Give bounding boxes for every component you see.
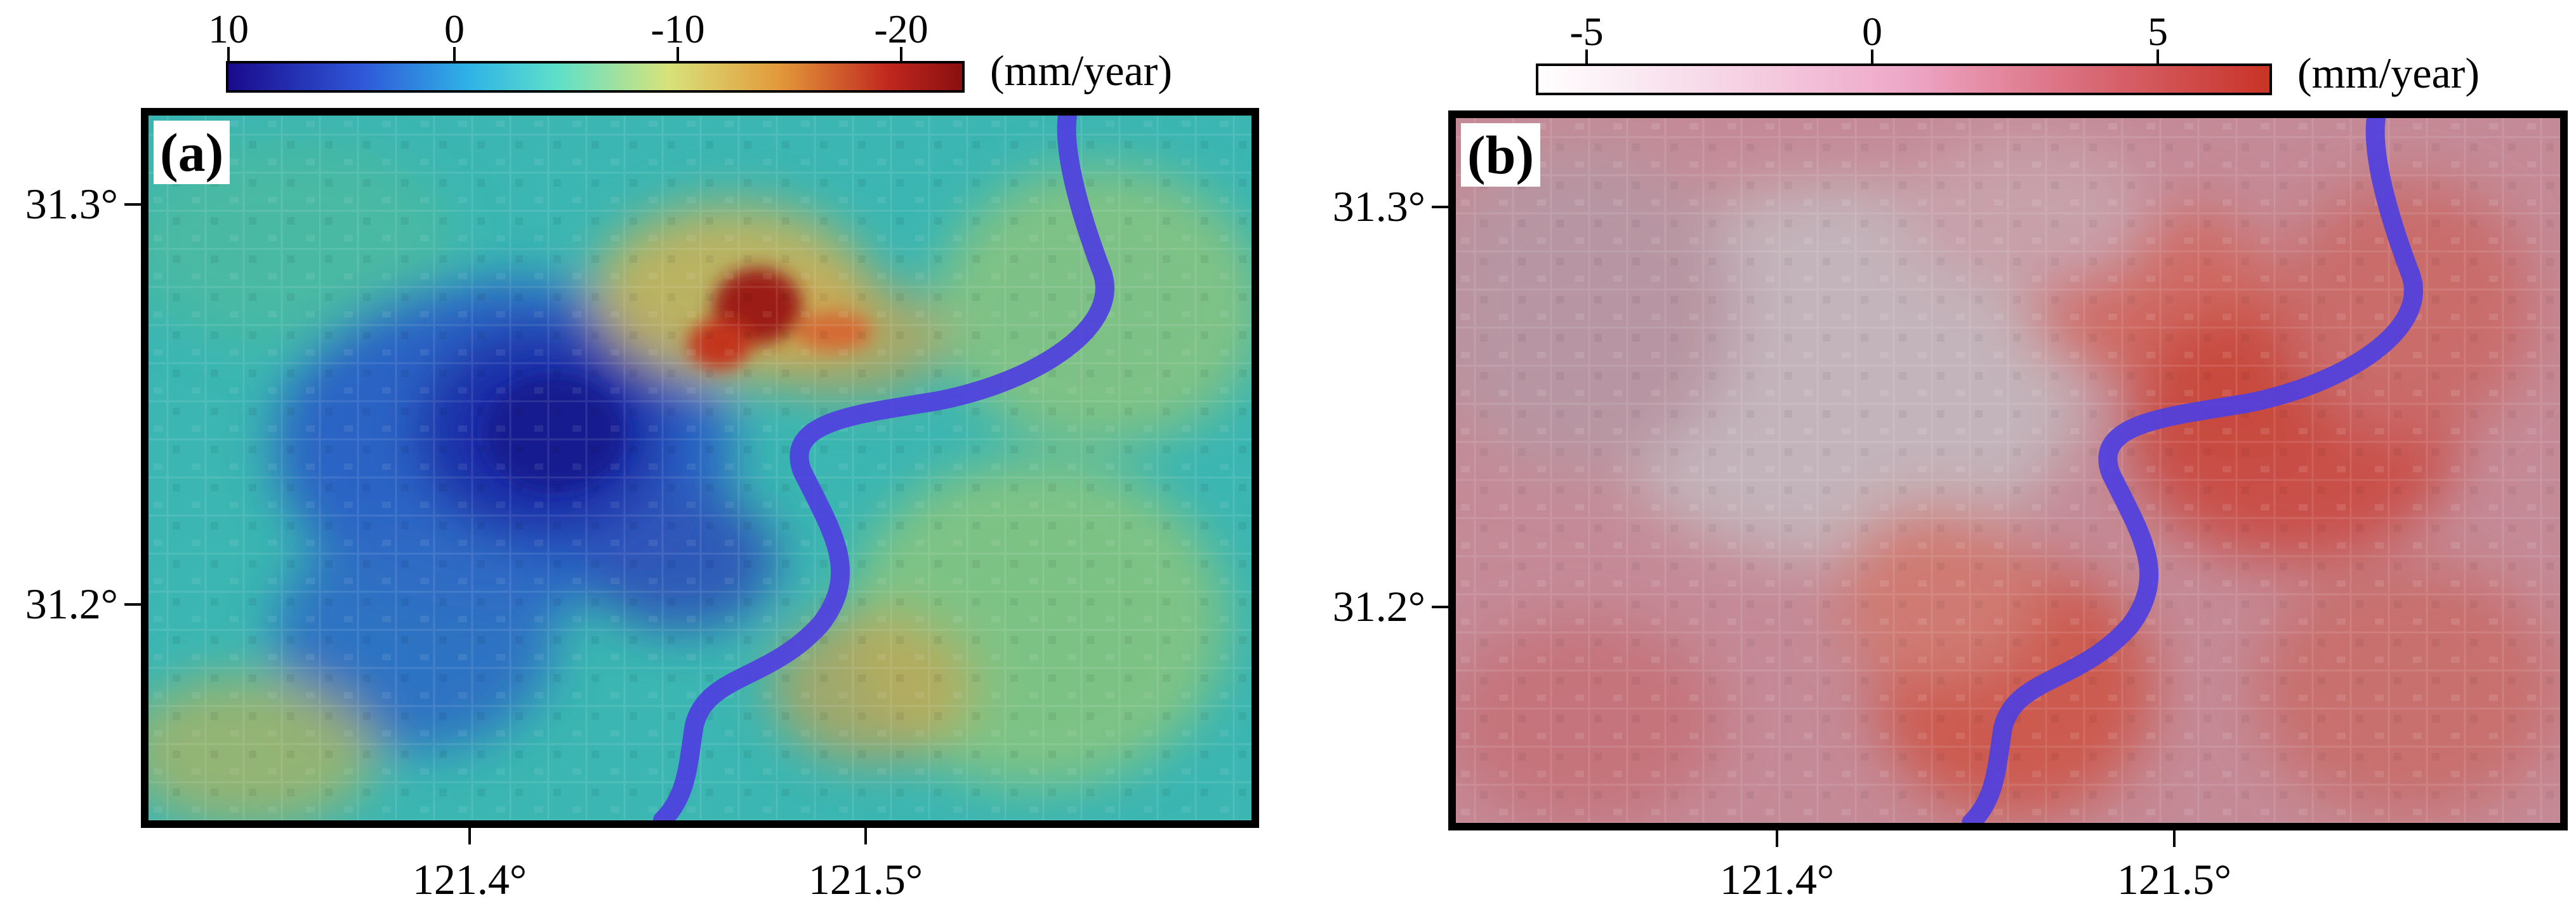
- river-b: [1962, 118, 2423, 823]
- colorbar-b: [1536, 63, 2272, 95]
- colorbar-b-tickmark: [1585, 50, 1588, 63]
- lat-tick-a: [124, 603, 141, 606]
- lat-tick-a: [124, 203, 141, 206]
- lat-label-b: 31.2°: [1332, 582, 1425, 630]
- lat-label-a: 31.3°: [25, 180, 118, 228]
- colorbar-a-tick: -10: [651, 6, 705, 51]
- colorbar-a-tick: 0: [444, 6, 465, 51]
- lon-tick-b: [2173, 830, 2176, 847]
- lon-label-b: 121.4°: [1719, 855, 1835, 903]
- colorbar-a-tick: 10: [208, 6, 249, 51]
- colorbar-b-tick: 0: [1862, 9, 1882, 54]
- colorbar-a-tickmark: [677, 47, 679, 61]
- river-a: [653, 116, 1114, 820]
- colorbar-a-tick: -20: [874, 6, 928, 51]
- colorbar-a-tickmark: [453, 47, 456, 61]
- deformation-map-b: [1456, 118, 2560, 823]
- map-panel-a: (a): [141, 108, 1259, 828]
- lon-label-a: 121.5°: [808, 855, 923, 903]
- lat-tick-b: [1432, 606, 1448, 608]
- colorbar-b-tickmark: [2157, 50, 2159, 63]
- lon-tick-a: [468, 828, 471, 844]
- lon-label-a: 121.4°: [412, 855, 527, 903]
- map-panel-b: (b): [1448, 110, 2568, 830]
- deformation-map-a: [149, 116, 1252, 820]
- lat-label-b: 31.3°: [1332, 182, 1425, 230]
- colorbar-b-tick: 5: [2148, 9, 2168, 54]
- lat-label-a: 31.2°: [25, 580, 118, 628]
- panel-label-b: (b): [1461, 123, 1541, 187]
- colorbar-a-units: (mm/year): [990, 46, 1172, 95]
- lat-tick-b: [1432, 206, 1448, 208]
- panel-label-a: (a): [154, 121, 230, 184]
- lon-tick-a: [864, 828, 867, 844]
- colorbar-a-tickmark: [900, 47, 902, 61]
- colorbar-a: [226, 61, 965, 93]
- colorbar-b-tick: -5: [1569, 9, 1604, 54]
- colorbar-a-tickmark: [227, 47, 230, 61]
- colorbar-b-units: (mm/year): [2297, 49, 2480, 97]
- lon-label-b: 121.5°: [2117, 855, 2232, 903]
- lon-tick-b: [1776, 830, 1778, 847]
- colorbar-b-tickmark: [1871, 50, 1873, 63]
